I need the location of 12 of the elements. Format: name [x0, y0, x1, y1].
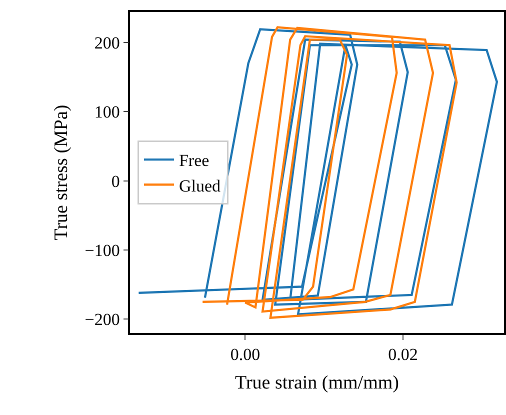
- y-tick-label: −200: [84, 310, 120, 330]
- x-tick-label: 0.02: [388, 345, 418, 364]
- y-tick-label: 200: [94, 33, 120, 52]
- legend-label: Free: [178, 151, 210, 170]
- x-tick-label: 0.00: [230, 345, 260, 364]
- y-tick-label: 100: [94, 102, 120, 122]
- y-tick-label: −100: [84, 240, 120, 260]
- y-tick-label: 0: [111, 172, 120, 191]
- line-series: [138, 28, 498, 316]
- y-axis-title: True stress (MPa): [51, 104, 72, 240]
- legend-label: Glued: [178, 176, 222, 196]
- x-axis-title: True strain (mm/mm): [235, 372, 399, 394]
